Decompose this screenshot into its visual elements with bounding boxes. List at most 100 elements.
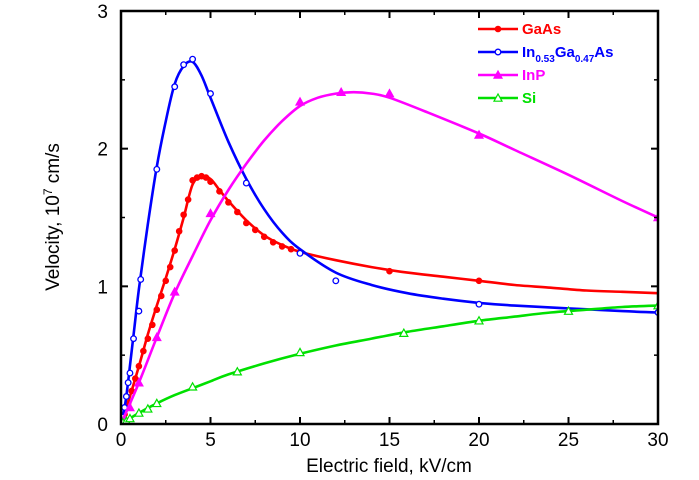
data-point-inp <box>133 377 144 387</box>
y-tick-label: 3 <box>97 2 108 23</box>
series-gaas <box>121 172 658 424</box>
data-point-gaas <box>162 277 170 285</box>
data-point-in0-53ga0-47as <box>475 300 483 308</box>
data-point-in0-53ga0-47as <box>332 277 340 285</box>
data-point-inp <box>151 332 162 342</box>
legend-label: GaAs <box>522 21 561 38</box>
data-point-in0-53ga0-47as <box>130 335 137 343</box>
data-point-gaas <box>132 375 139 382</box>
data-point-si <box>398 327 409 337</box>
legend-marker <box>494 48 502 56</box>
legend-item-inp: InP <box>478 67 545 84</box>
x-tick-label: 30 <box>647 430 668 451</box>
data-point-si <box>232 366 243 376</box>
series-line-in0-53ga0-47as <box>121 60 658 424</box>
data-point-gaas <box>287 245 295 253</box>
y-tick-label: 1 <box>97 277 108 298</box>
data-point-gaas <box>278 243 286 250</box>
data-point-gaas <box>251 226 259 234</box>
plot-area <box>121 55 658 424</box>
series-line-gaas <box>121 174 658 424</box>
data-point-gaas <box>475 277 483 285</box>
data-point-inp <box>294 96 306 106</box>
data-point-inp <box>336 86 347 97</box>
data-point-in0-53ga0-47as <box>135 307 143 315</box>
series-layer <box>121 55 658 424</box>
data-point-si <box>187 381 198 391</box>
data-point-si <box>142 403 153 413</box>
data-point-gaas <box>175 227 183 235</box>
data-point-gaas <box>207 178 214 186</box>
data-point-in0-53ga0-47as <box>126 369 134 377</box>
data-point-gaas <box>184 196 192 203</box>
data-point-in0-53ga0-47as <box>180 61 188 69</box>
data-point-gaas <box>216 188 223 195</box>
axis-ticks: 0 5 10 15 20 25 30 0 1 2 3 <box>97 2 668 451</box>
data-point-in0-53ga0-47as <box>189 55 197 63</box>
data-point-gaas <box>144 335 152 342</box>
data-point-inp <box>205 208 216 218</box>
series-in0-53ga0-47as <box>121 55 658 424</box>
data-point-inp <box>169 286 180 296</box>
legend-marker <box>494 25 502 33</box>
data-point-gaas <box>225 199 232 206</box>
legend-marker <box>492 69 504 79</box>
y-axis-title-main: Velocity, 10 <box>43 195 64 291</box>
data-point-si <box>563 305 574 315</box>
x-tick-label: 0 <box>116 430 127 451</box>
legend-item-in0-53ga0-47as: In0.53Ga0.47As <box>478 44 613 65</box>
data-point-si <box>294 347 306 357</box>
data-point-gaas <box>234 208 241 216</box>
data-point-in0-53ga0-47as <box>296 249 304 257</box>
series-line-inp <box>121 90 658 424</box>
plot-frame <box>119 9 660 426</box>
data-point-gaas <box>243 219 250 227</box>
x-tick-label: 15 <box>379 430 400 451</box>
data-point-in0-53ga0-47as <box>124 379 132 387</box>
y-axis-title-unit: cm/s <box>43 143 64 188</box>
data-point-gaas <box>157 292 165 300</box>
data-point-gaas <box>386 267 393 275</box>
series-line-si <box>121 304 658 424</box>
y-axis-title-exponent: 7 <box>41 188 55 195</box>
data-point-inp <box>124 402 135 412</box>
data-point-gaas <box>180 211 187 219</box>
data-point-in0-53ga0-47as <box>207 90 214 98</box>
data-point-si <box>473 315 485 325</box>
y-axis-title: Velocity, 107 cm/s <box>41 143 64 291</box>
data-point-si <box>124 413 135 423</box>
data-point-gaas <box>135 362 143 370</box>
data-point-in0-53ga0-47as <box>137 276 145 283</box>
x-tick-label: 20 <box>468 430 489 451</box>
data-point-gaas <box>166 263 174 271</box>
y-tick-label: 0 <box>97 415 108 436</box>
x-tick-label: 10 <box>289 430 310 451</box>
data-point-gaas <box>149 321 156 329</box>
legend-item-si: Si <box>478 90 536 107</box>
data-point-gaas <box>153 306 161 314</box>
legend-label: InP <box>522 67 545 84</box>
data-point-gaas <box>260 233 268 241</box>
data-point-in0-53ga0-47as <box>122 393 130 400</box>
x-axis-title: Electric field, kV/cm <box>306 456 472 477</box>
data-point-gaas <box>171 247 178 254</box>
data-point-in0-53ga0-47as <box>171 83 179 91</box>
series-inp <box>121 86 658 424</box>
data-point-si <box>151 398 162 408</box>
data-point-in0-53ga0-47as <box>153 165 161 173</box>
data-point-gaas <box>269 238 277 246</box>
legend: GaAs In0.53Ga0.47As InP Si <box>478 21 613 107</box>
y-tick-label: 2 <box>97 140 108 161</box>
series-si <box>121 300 658 424</box>
data-point-in0-53ga0-47as <box>242 179 250 187</box>
data-point-inp <box>384 88 395 98</box>
data-point-si <box>133 407 144 417</box>
data-point-gaas <box>140 347 147 355</box>
data-point-inp <box>473 129 485 139</box>
x-tick-label: 5 <box>205 430 216 451</box>
legend-label: Si <box>522 90 536 107</box>
legend-marker <box>492 92 504 102</box>
legend-label: In0.53Ga0.47As <box>522 44 613 65</box>
x-tick-label: 25 <box>558 430 579 451</box>
